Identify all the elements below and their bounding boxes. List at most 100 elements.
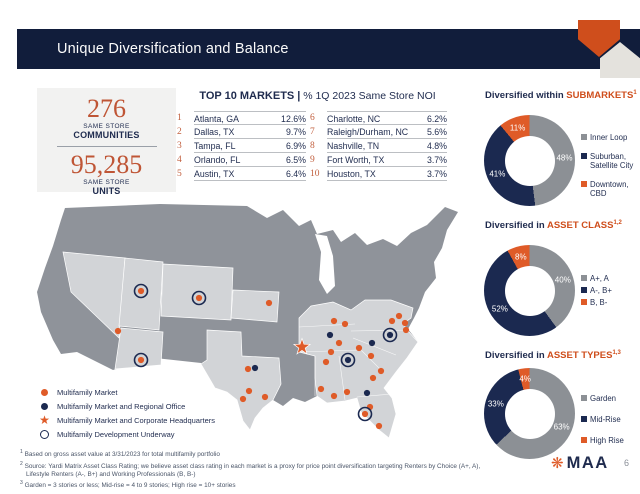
- rank: 10: [310, 169, 320, 179]
- market-pct: 12.6%: [281, 114, 306, 124]
- legend-swatch: [581, 181, 587, 187]
- legend-item: High Rise: [581, 436, 640, 445]
- communities-count: 276: [87, 94, 126, 123]
- legend-label: B, B-: [590, 298, 608, 307]
- market-marker: [377, 367, 385, 375]
- chart-title-asset-class: Diversified in ASSET CLASS1,2: [485, 220, 622, 231]
- donut-value-label: 8%: [515, 252, 527, 262]
- legend-item: Downtown, CBD: [581, 180, 640, 198]
- legend-submarkets: Inner Loop Suburban, Satellite City Down…: [581, 133, 640, 198]
- map-markers: [114, 283, 410, 430]
- chart-title-sup: 1: [633, 90, 637, 96]
- legend-label: Inner Loop: [590, 133, 628, 142]
- development-ring: [357, 406, 373, 422]
- market-marker: [361, 410, 369, 418]
- hq-star-marker: [292, 337, 312, 355]
- legend-swatch: [581, 299, 587, 305]
- rank: 2: [177, 127, 182, 137]
- regional-office-icon: [38, 403, 51, 410]
- market-pct: 6.4%: [285, 169, 306, 179]
- market-marker: [195, 294, 203, 302]
- rank: 3: [177, 141, 182, 151]
- legend-label: A+, A: [590, 274, 609, 283]
- chart-title-prefix: Diversified in: [485, 220, 545, 232]
- donut-hole: [504, 135, 555, 186]
- rank: 4: [177, 155, 182, 165]
- chart-title-asset-types: Diversified in ASSET TYPES1,3: [485, 350, 621, 361]
- maa-flower-icon: ❋: [551, 455, 564, 472]
- multifamily-market-icon: [38, 389, 51, 396]
- map-legend-label: Multifamily Market and Regional Office: [57, 402, 186, 411]
- legend-label: Suburban, Satellite City: [590, 152, 634, 170]
- donut-value-label: 33%: [487, 399, 504, 409]
- donut-value-label: 4%: [519, 374, 531, 384]
- rank: 6: [310, 113, 315, 123]
- legend-item: B, B-: [581, 298, 640, 307]
- legend-asset-class: A+, A A-, B+ B, B-: [581, 274, 640, 307]
- table-row: 2 Dallas, TX 9.7%: [177, 125, 306, 139]
- map-legend-label: Multifamily Market: [57, 388, 118, 397]
- market-marker: [239, 395, 247, 403]
- regional-office-marker: [368, 339, 376, 347]
- market-name: Raleigh/Durham, NC: [327, 127, 409, 137]
- market-name: Houston, TX: [327, 169, 376, 179]
- market-name: Fort Worth, TX: [327, 155, 385, 165]
- market-pct: 3.7%: [426, 169, 447, 179]
- markets-title-subtitle: % 1Q 2023 Same Store NOI: [303, 90, 436, 102]
- development-underway-icon: [38, 430, 51, 439]
- legend-swatch: [581, 395, 587, 401]
- market-marker: [322, 358, 330, 366]
- market-marker: [367, 352, 375, 360]
- page-title: Unique Diversification and Balance: [57, 41, 289, 57]
- header-bar: Unique Diversification and Balance: [17, 29, 640, 69]
- market-name: Orlando, FL: [194, 155, 241, 165]
- map-legend-item: ★ Multifamily Market and Corporate Headqu…: [38, 413, 215, 427]
- legend-item: Garden: [581, 394, 640, 403]
- legend-swatch: [581, 287, 587, 293]
- chart-title-sup: 1,2: [613, 220, 622, 226]
- rank: 7: [310, 127, 315, 137]
- market-pct: 4.8%: [426, 141, 447, 151]
- rank: 8: [310, 141, 315, 151]
- units-sub2: UNITS: [92, 186, 121, 196]
- market-marker: [369, 374, 377, 382]
- table-row: 6 Charlotte, NC 6.2%: [310, 111, 447, 125]
- table-row: 7 Raleigh/Durham, NC 5.6%: [310, 125, 447, 139]
- regional-office-marker: [386, 331, 394, 339]
- footnotes: 1 Based on gross asset value at 3/31/202…: [20, 448, 482, 491]
- donut-hole: [504, 388, 555, 439]
- market-marker: [335, 339, 343, 347]
- regional-office-marker: [326, 331, 334, 339]
- rank: 9: [310, 155, 315, 165]
- corporate-hq-star-icon: ★: [39, 413, 50, 427]
- table-row: 9 Fort Worth, TX 3.7%: [310, 153, 447, 167]
- legend-asset-types: Garden Mid-Rise High Rise: [581, 394, 640, 445]
- market-name: Dallas, TX: [194, 127, 235, 137]
- market-marker: [402, 326, 410, 334]
- market-marker: [245, 387, 253, 395]
- legend-label: Garden: [590, 394, 617, 403]
- market-name: Charlotte, NC: [327, 114, 381, 124]
- market-marker: [327, 348, 335, 356]
- donut-chart-submarkets: 48% 41% 11%: [484, 115, 575, 206]
- market-marker: [375, 422, 383, 430]
- legend-swatch: [581, 275, 587, 281]
- legend-label: Mid-Rise: [590, 415, 621, 424]
- development-ring: [340, 352, 356, 368]
- legend-swatch: [581, 416, 587, 422]
- market-pct: 6.9%: [285, 141, 306, 151]
- market-marker: [330, 317, 338, 325]
- market-marker: [395, 312, 403, 320]
- us-map: [37, 204, 458, 439]
- market-pct: 5.6%: [426, 127, 447, 137]
- donut-value-label: 63%: [553, 422, 570, 432]
- market-marker: [401, 319, 409, 327]
- chart-title-sup: 1,3: [612, 350, 621, 356]
- legend-item: Mid-Rise: [581, 415, 640, 424]
- map-legend-label: Multifamily Market and Corporate Headqua…: [57, 416, 215, 425]
- table-row: 10 Houston, TX 3.7%: [310, 167, 447, 181]
- market-marker: [341, 320, 349, 328]
- table-row: 5 Austin, TX 6.4%: [177, 167, 306, 181]
- communities-sub2: COMMUNITIES: [73, 130, 140, 140]
